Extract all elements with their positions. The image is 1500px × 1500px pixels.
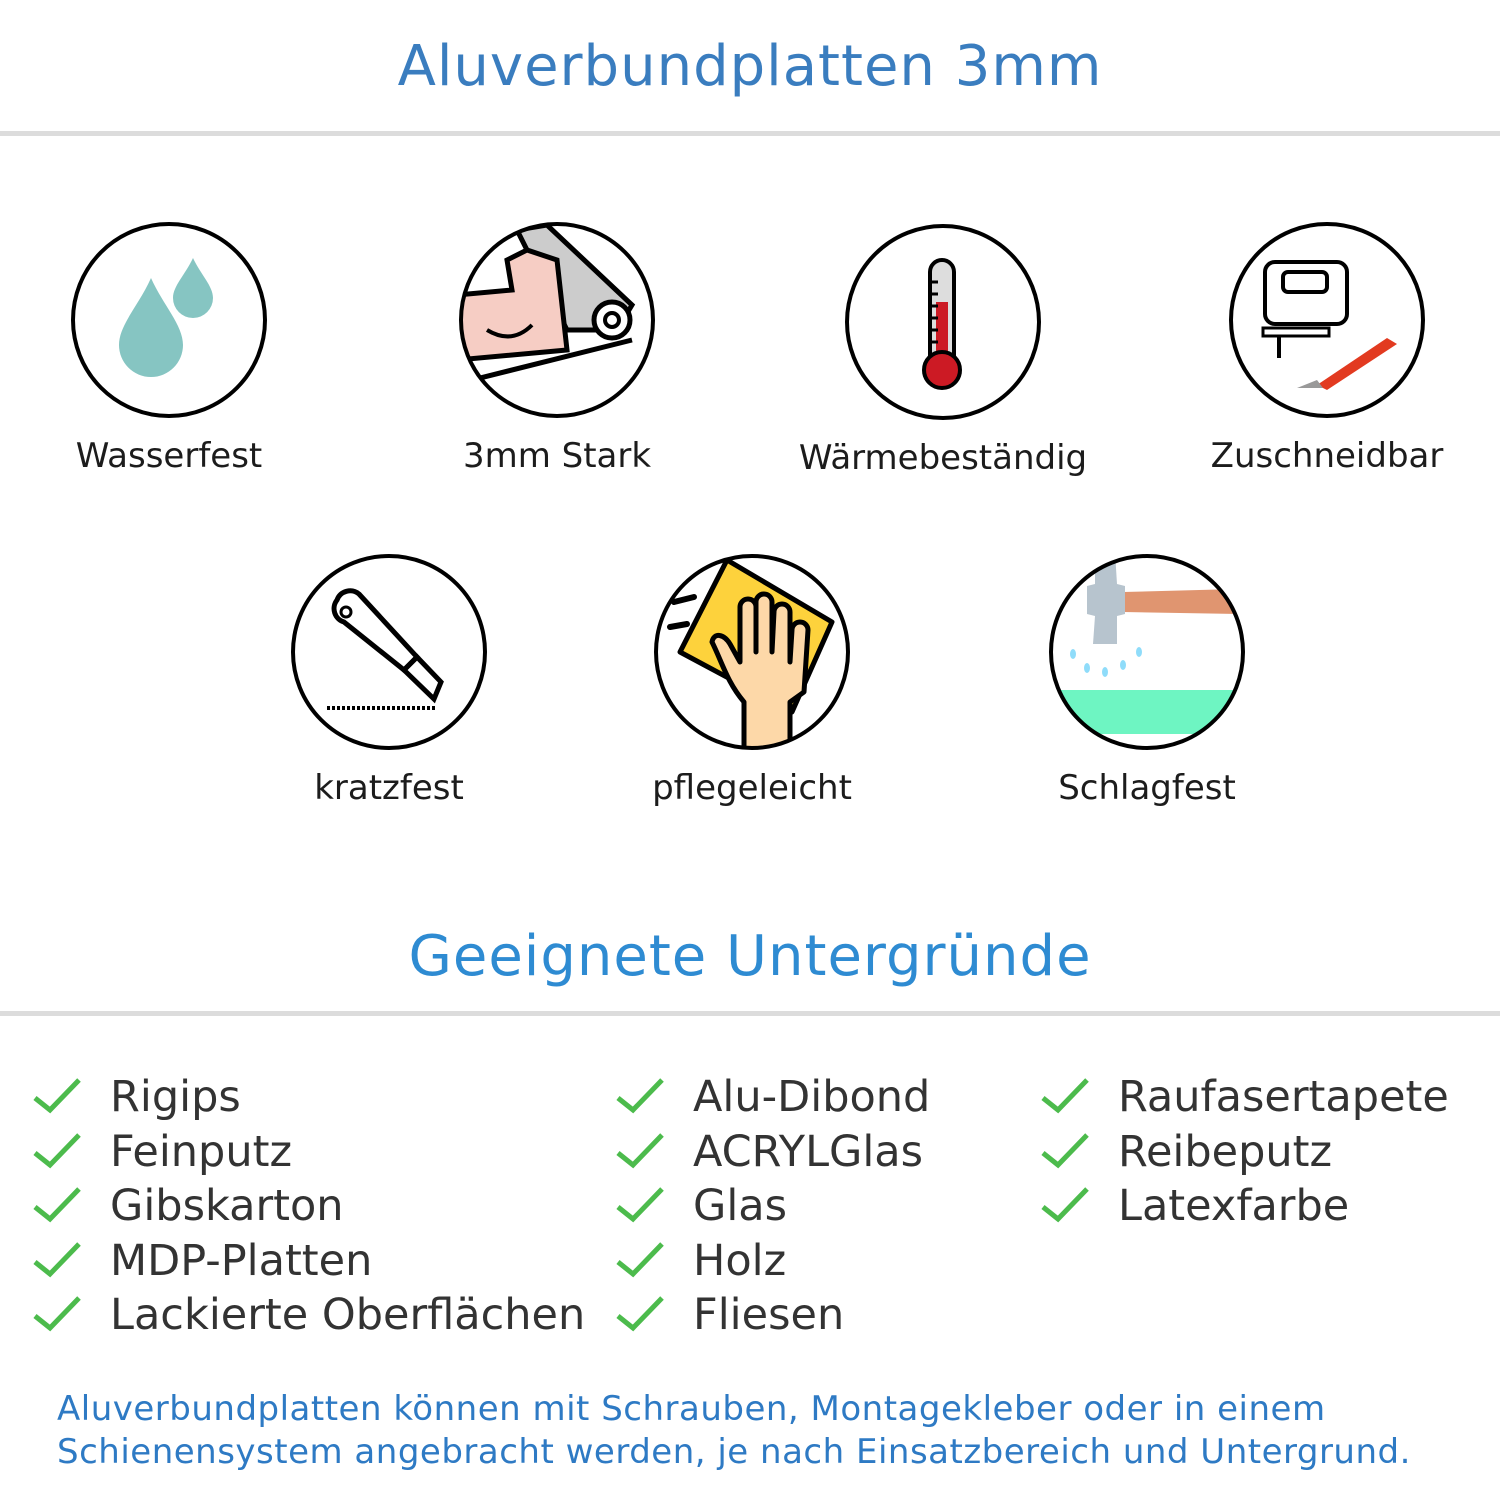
checkmark-icon: [1041, 1187, 1089, 1223]
wiping-hand-icon: [654, 554, 850, 750]
surface-label: Lackierte Oberflächen: [110, 1290, 586, 1340]
checkmark-icon: [1041, 1078, 1089, 1114]
note-line: Schienensystem angebracht werden, je nac…: [57, 1432, 1411, 1472]
checkmark-icon: [33, 1132, 81, 1168]
checkmark-icon: [616, 1187, 664, 1223]
surface-label: Alu-Dibond: [693, 1072, 931, 1122]
feature-zuschneidbar: Zuschneidbar: [1167, 220, 1487, 476]
surface-item: ACRYLGlas: [616, 1125, 924, 1179]
note-line: Aluverbundplatten können mit Schrauben, …: [57, 1389, 1326, 1429]
surface-item: Glas: [616, 1179, 788, 1233]
divider: [0, 131, 1500, 136]
divider: [0, 1011, 1500, 1016]
surface-label: Gibskarton: [110, 1181, 344, 1231]
checkmark-icon: [616, 1132, 664, 1168]
checkmark-icon: [33, 1296, 81, 1332]
surface-item: Reibeputz: [1041, 1125, 1333, 1179]
feature-label: Zuschneidbar: [1210, 436, 1444, 476]
surface-item: Gibskarton: [33, 1179, 344, 1233]
mounting-note: Aluverbundplatten können mit Schrauben, …: [57, 1388, 1411, 1474]
feature-label: 3mm Stark: [462, 436, 652, 476]
surface-label: MDP-Platten: [110, 1235, 373, 1286]
surface-item: Lackierte Oberflächen: [33, 1288, 586, 1342]
hammer-icon: [1049, 554, 1245, 750]
surface-label: Fliesen: [693, 1290, 845, 1340]
checkmark-icon: [33, 1187, 81, 1223]
feature-schlagfest: Schlagfest: [987, 552, 1307, 808]
surface-label: Glas: [693, 1181, 788, 1231]
checkmark-icon: [33, 1078, 81, 1114]
surface-label: Rigips: [110, 1072, 241, 1122]
surface-item: Rigips: [33, 1070, 241, 1124]
thermometer-icon: [845, 224, 1041, 420]
checkmark-icon: [616, 1296, 664, 1332]
feature-label: Wärmebeständig: [798, 438, 1088, 478]
feature-label: pflegeleicht: [652, 768, 852, 808]
surface-label: Feinputz: [110, 1126, 293, 1177]
feature-waermebestaendig: Wärmebeständig: [783, 222, 1103, 478]
surface-item: Fliesen: [616, 1288, 845, 1342]
surface-item: Raufasertapete: [1041, 1070, 1449, 1124]
feature-3mm-stark: 3mm Stark: [397, 220, 717, 476]
surface-item: MDP-Platten: [33, 1234, 373, 1288]
surface-label: Raufasertapete: [1118, 1072, 1449, 1122]
feature-label: Schlagfest: [1058, 768, 1236, 808]
jigsaw-cutter-icon: [1229, 222, 1425, 418]
feature-label: kratzfest: [314, 768, 464, 808]
feature-wasserfest: Wasserfest: [9, 220, 329, 476]
section-title: Geeignete Untergründe: [408, 924, 1092, 989]
surface-item: Holz: [616, 1234, 787, 1288]
surface-label: Latexfarbe: [1118, 1181, 1350, 1231]
checkmark-icon: [616, 1241, 664, 1277]
feature-pflegeleicht: pflegeleicht: [592, 552, 912, 808]
checkmark-icon: [1041, 1132, 1089, 1168]
page-title: Aluverbundplatten 3mm: [397, 34, 1103, 99]
feature-label: Wasserfest: [75, 436, 263, 476]
water-drops-icon: [71, 222, 267, 418]
surface-item: Alu-Dibond: [616, 1070, 931, 1124]
checkmark-icon: [33, 1241, 81, 1277]
surface-label: Holz: [693, 1235, 787, 1286]
surface-label: ACRYLGlas: [693, 1126, 924, 1177]
surface-item: Latexfarbe: [1041, 1179, 1350, 1233]
feature-kratzfest: kratzfest: [229, 552, 549, 808]
checkmark-icon: [616, 1078, 664, 1114]
surface-label: Reibeputz: [1118, 1126, 1333, 1177]
box-cutter-icon: [291, 554, 487, 750]
surface-item: Feinputz: [33, 1125, 293, 1179]
muscle-arm-icon: [459, 222, 655, 418]
